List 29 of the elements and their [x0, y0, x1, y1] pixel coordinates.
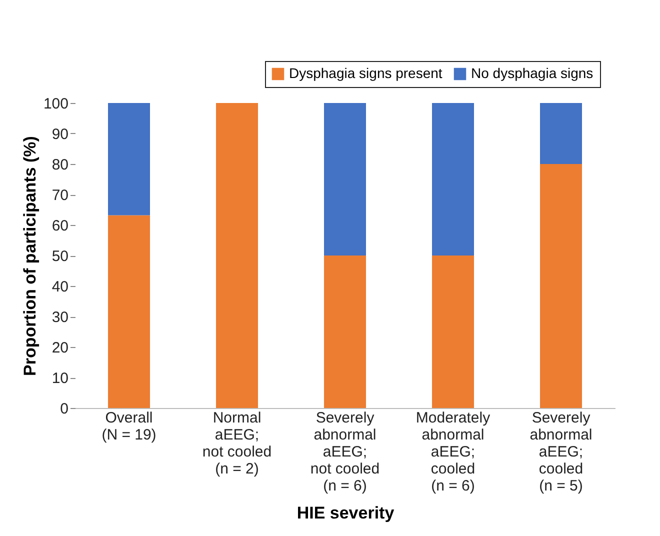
bar — [540, 103, 582, 164]
y-tick-label: 60 — [52, 218, 68, 234]
y-tick-label: 100 — [43, 96, 68, 112]
x-tick-label: Severely abnormal aEEG; cooled (n = 5) — [530, 410, 592, 494]
bar — [540, 164, 582, 408]
y-tick-label: 30 — [52, 309, 68, 326]
y-tick-label: 40 — [52, 278, 68, 296]
y-tick-label: 20 — [52, 340, 68, 356]
bar — [108, 103, 150, 216]
legend-label: No dysphagia signs — [471, 65, 594, 81]
y-tick-label: 10 — [52, 370, 68, 387]
bar — [324, 103, 366, 256]
y-tick-label: 90 — [52, 126, 68, 143]
x-tick-label: Moderately abnormal aEEG; cooled (n = 6) — [416, 410, 491, 494]
y-tick-label: 50 — [52, 248, 68, 265]
x-tick-label: Overall (N = 19) — [102, 410, 156, 444]
y-axis-title: Proportion of participants (%) — [20, 136, 40, 376]
bar — [432, 103, 474, 256]
bar — [108, 215, 150, 408]
y-tick-label: 80 — [52, 156, 68, 174]
x-axis-title: HIE severity — [296, 504, 395, 522]
legend-label: Dysphagia signs present — [289, 65, 442, 81]
y-tick-label: 70 — [52, 187, 68, 204]
x-tick-label: Severely abnormal aEEG; not cooled (n = 6) — [310, 410, 380, 494]
bar — [432, 256, 474, 408]
x-tick-label: Normal aEEG; not cooled (n = 2) — [202, 410, 272, 478]
y-tick-label: 0 — [60, 400, 68, 418]
bar — [216, 103, 258, 408]
bar — [324, 256, 366, 408]
